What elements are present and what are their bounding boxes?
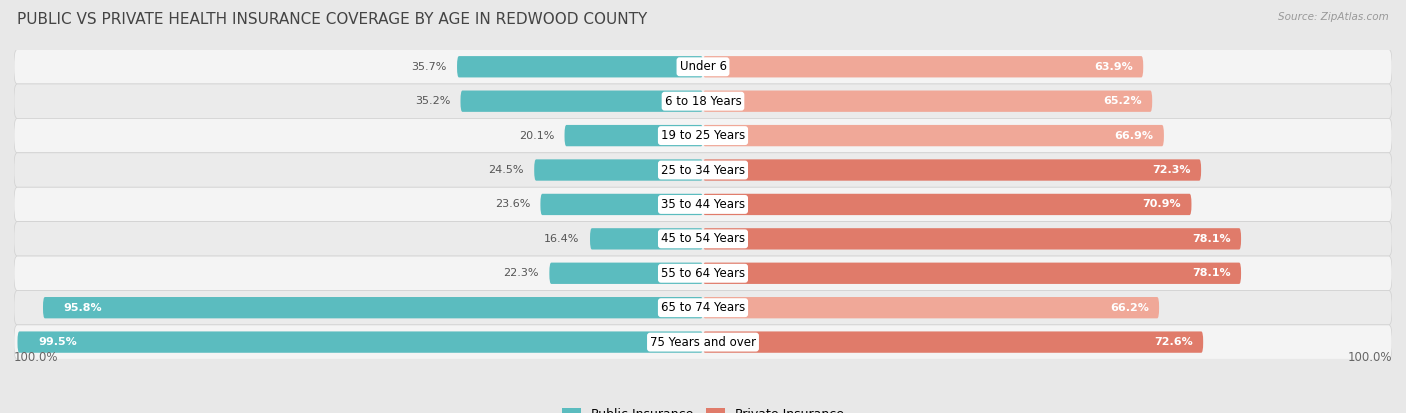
Text: 65 to 74 Years: 65 to 74 Years xyxy=(661,301,745,314)
FancyBboxPatch shape xyxy=(14,153,1392,187)
FancyBboxPatch shape xyxy=(565,125,703,146)
Text: 63.9%: 63.9% xyxy=(1094,62,1133,72)
Text: 75 Years and over: 75 Years and over xyxy=(650,336,756,349)
FancyBboxPatch shape xyxy=(14,325,1392,359)
FancyBboxPatch shape xyxy=(534,159,703,180)
Text: 72.3%: 72.3% xyxy=(1153,165,1191,175)
Text: 78.1%: 78.1% xyxy=(1192,234,1230,244)
FancyBboxPatch shape xyxy=(703,56,1143,78)
FancyBboxPatch shape xyxy=(703,297,1159,318)
FancyBboxPatch shape xyxy=(703,159,1201,180)
FancyBboxPatch shape xyxy=(461,90,703,112)
FancyBboxPatch shape xyxy=(591,228,703,249)
Text: 99.5%: 99.5% xyxy=(38,337,77,347)
Text: PUBLIC VS PRIVATE HEALTH INSURANCE COVERAGE BY AGE IN REDWOOD COUNTY: PUBLIC VS PRIVATE HEALTH INSURANCE COVER… xyxy=(17,12,647,27)
FancyBboxPatch shape xyxy=(14,119,1392,153)
Text: 35.2%: 35.2% xyxy=(415,96,450,106)
Text: 55 to 64 Years: 55 to 64 Years xyxy=(661,267,745,280)
FancyBboxPatch shape xyxy=(703,331,1204,353)
Legend: Public Insurance, Private Insurance: Public Insurance, Private Insurance xyxy=(562,408,844,413)
Text: 78.1%: 78.1% xyxy=(1192,268,1230,278)
FancyBboxPatch shape xyxy=(540,194,703,215)
Text: 20.1%: 20.1% xyxy=(519,131,554,140)
FancyBboxPatch shape xyxy=(550,263,703,284)
Text: 35 to 44 Years: 35 to 44 Years xyxy=(661,198,745,211)
Text: 25 to 34 Years: 25 to 34 Years xyxy=(661,164,745,176)
Text: 19 to 25 Years: 19 to 25 Years xyxy=(661,129,745,142)
Text: 66.2%: 66.2% xyxy=(1109,303,1149,313)
Text: 100.0%: 100.0% xyxy=(1347,351,1392,364)
Text: 23.6%: 23.6% xyxy=(495,199,530,209)
Text: 35.7%: 35.7% xyxy=(412,62,447,72)
Text: 22.3%: 22.3% xyxy=(503,268,538,278)
FancyBboxPatch shape xyxy=(703,228,1241,249)
FancyBboxPatch shape xyxy=(44,297,703,318)
Text: 100.0%: 100.0% xyxy=(14,351,59,364)
FancyBboxPatch shape xyxy=(457,56,703,78)
Text: 65.2%: 65.2% xyxy=(1104,96,1142,106)
Text: Source: ZipAtlas.com: Source: ZipAtlas.com xyxy=(1278,12,1389,22)
FancyBboxPatch shape xyxy=(703,194,1191,215)
FancyBboxPatch shape xyxy=(14,222,1392,256)
FancyBboxPatch shape xyxy=(703,263,1241,284)
Text: 45 to 54 Years: 45 to 54 Years xyxy=(661,233,745,245)
FancyBboxPatch shape xyxy=(14,187,1392,222)
FancyBboxPatch shape xyxy=(703,125,1164,146)
Text: 16.4%: 16.4% xyxy=(544,234,579,244)
FancyBboxPatch shape xyxy=(17,331,703,353)
Text: Under 6: Under 6 xyxy=(679,60,727,73)
Text: 72.6%: 72.6% xyxy=(1154,337,1192,347)
Text: 24.5%: 24.5% xyxy=(488,165,524,175)
Text: 6 to 18 Years: 6 to 18 Years xyxy=(665,95,741,108)
FancyBboxPatch shape xyxy=(14,50,1392,84)
Text: 66.9%: 66.9% xyxy=(1115,131,1153,140)
FancyBboxPatch shape xyxy=(14,290,1392,325)
Text: 95.8%: 95.8% xyxy=(63,303,103,313)
FancyBboxPatch shape xyxy=(14,256,1392,290)
FancyBboxPatch shape xyxy=(14,84,1392,119)
Text: 70.9%: 70.9% xyxy=(1143,199,1181,209)
FancyBboxPatch shape xyxy=(703,90,1152,112)
